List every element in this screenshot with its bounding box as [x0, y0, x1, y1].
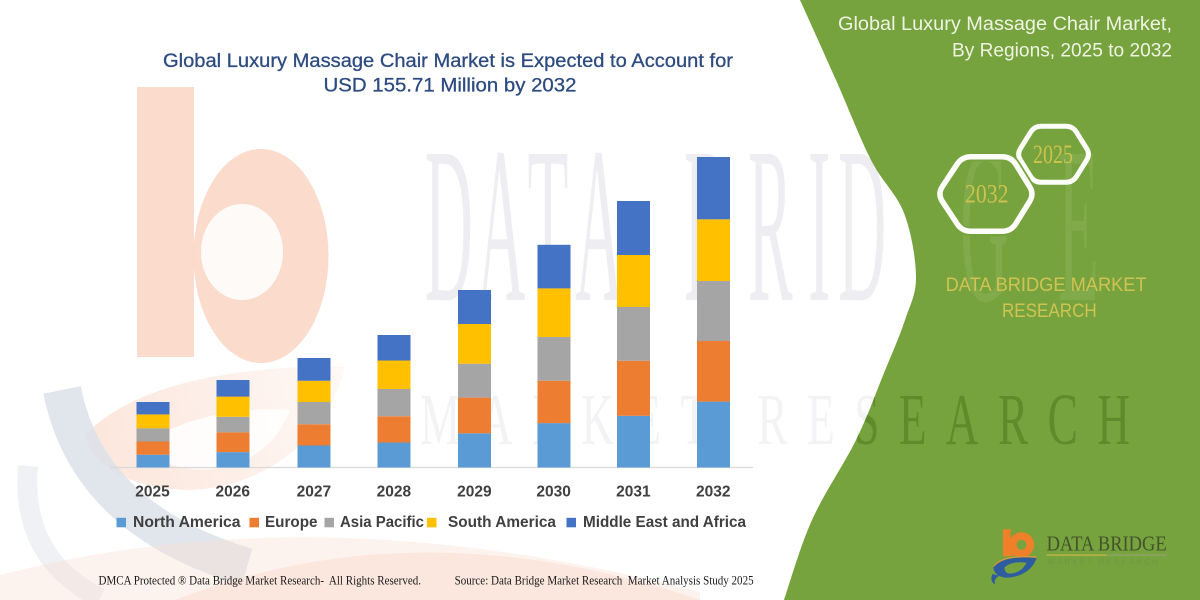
svg-text:2029: 2029 [457, 484, 492, 501]
svg-text:2025: 2025 [135, 484, 170, 501]
svg-text:Asia Pacific: Asia Pacific [340, 514, 424, 531]
svg-text:Global Luxury Massage Chair Ma: Global Luxury Massage Chair Market, [838, 14, 1172, 35]
svg-text:2030: 2030 [536, 484, 570, 501]
svg-text:2032: 2032 [696, 484, 730, 501]
svg-text:2031: 2031 [616, 484, 651, 501]
svg-text:DATA BRIDGE MARKET: DATA BRIDGE MARKET [946, 274, 1147, 296]
svg-text:2028: 2028 [377, 484, 412, 501]
svg-text:DATA BRIDGE: DATA BRIDGE [1047, 532, 1167, 556]
svg-text:Global Luxury Massage Chair Ma: Global Luxury Massage Chair Market is Ex… [163, 50, 734, 72]
svg-text:By Regions, 2025 to 2032: By Regions, 2025 to 2032 [952, 40, 1172, 61]
svg-text:2025: 2025 [1033, 140, 1073, 169]
svg-text:2027: 2027 [297, 484, 331, 501]
svg-text:RESEARCH: RESEARCH [1002, 300, 1097, 322]
svg-text:MARKET RESEARCH: MARKET RESEARCH [1048, 557, 1160, 567]
svg-text:USD 155.71 Million by 2032: USD 155.71 Million by 2032 [324, 75, 577, 97]
svg-text:North America: North America [133, 514, 241, 531]
svg-text:Source: Data Bridge Market Res: Source: Data Bridge Market Research Mark… [455, 573, 754, 587]
svg-text:2032: 2032 [965, 180, 1009, 209]
svg-text:South America: South America [448, 514, 556, 531]
svg-text:DMCA Protected ® Data Bridge M: DMCA Protected ® Data Bridge Market Rese… [99, 573, 422, 587]
svg-text:2026: 2026 [216, 484, 251, 501]
svg-text:Europe: Europe [265, 514, 318, 531]
svg-text:Middle East and Africa: Middle East and Africa [583, 514, 746, 531]
